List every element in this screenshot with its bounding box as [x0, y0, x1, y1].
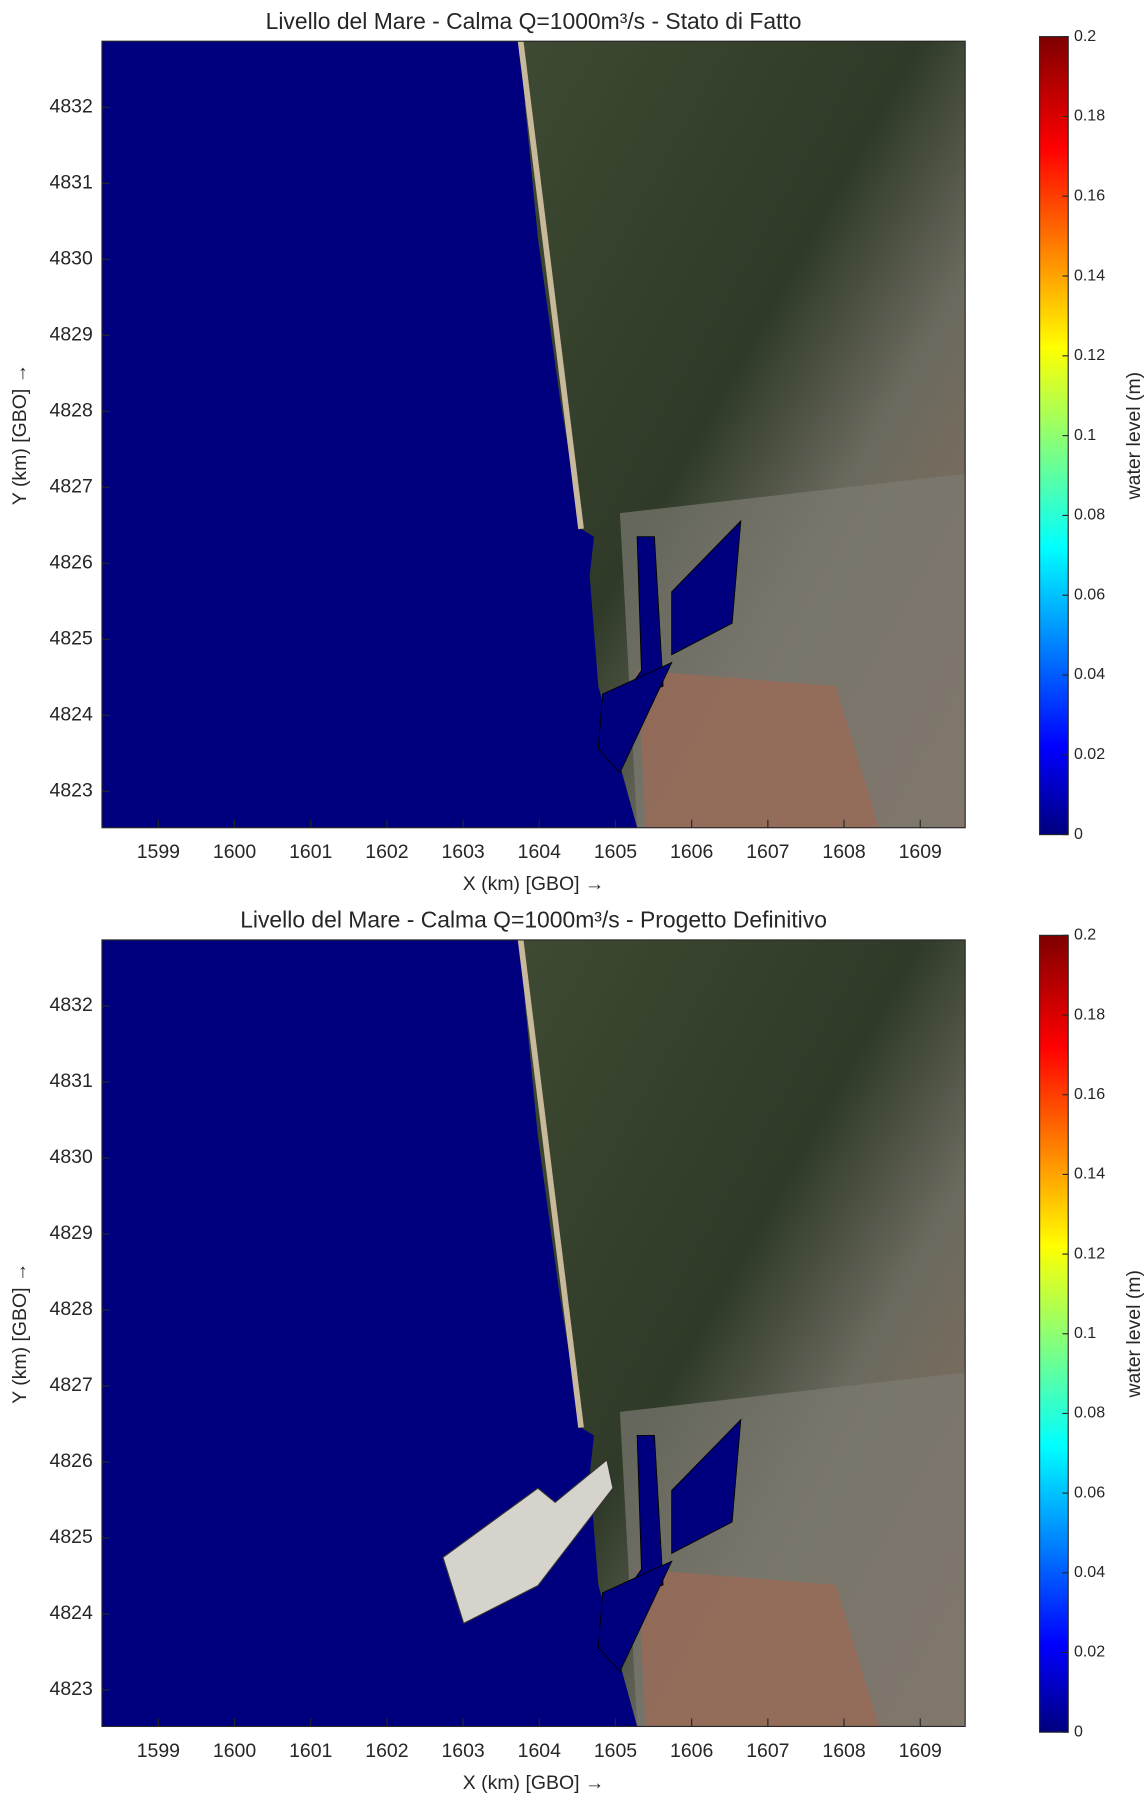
colorbar-tick-label: 0.02	[1074, 745, 1105, 763]
y-tick-label: 4829	[50, 1222, 93, 1244]
x-tick-label: 1608	[822, 1740, 865, 1762]
map-area	[102, 41, 965, 828]
y-tick-label: 4823	[50, 779, 93, 801]
y-tick-label: 4830	[50, 247, 93, 269]
colorbar-tick-label: 0.16	[1074, 186, 1105, 204]
colorbar-tick-label: 0.1	[1074, 1324, 1096, 1342]
x-tick-label: 1599	[137, 1740, 180, 1762]
x-tick-label: 1606	[670, 1740, 713, 1762]
colorbar-tick-label: 0.18	[1074, 1005, 1105, 1023]
y-tick-label: 4830	[50, 1146, 93, 1168]
y-tick-label: 4825	[50, 627, 93, 649]
y-tick-label: 4832	[50, 994, 93, 1016]
x-tick-label: 1604	[518, 1740, 561, 1762]
x-tick-label: 1609	[899, 1740, 942, 1762]
y-tick-label: 4831	[50, 171, 93, 193]
y-tick-label: 4826	[50, 551, 93, 573]
x-tick-label: 1608	[822, 841, 865, 863]
y-tick-label: 4825	[50, 1526, 93, 1548]
x-tick-label: 1609	[899, 841, 942, 863]
map-panel: Livello del Mare - Calma Q=1000m³/s - St…	[9, 8, 1145, 895]
x-tick-label: 1603	[441, 1740, 484, 1762]
map-area	[102, 940, 965, 1727]
y-tick-label: 4828	[50, 399, 93, 421]
colorbar-tick-label: 0.02	[1074, 1643, 1105, 1661]
x-tick-label: 1599	[137, 841, 180, 863]
x-tick-label: 1600	[213, 1740, 256, 1762]
colorbar-label: water level (m)	[1123, 1270, 1145, 1399]
map-panel: Livello del Mare - Calma Q=1000m³/s - Pr…	[9, 907, 1145, 1794]
y-tick-label: 4829	[50, 323, 93, 345]
colorbar-tick-label: 0.12	[1074, 346, 1105, 364]
colorbar-tick-label: 0.06	[1074, 1483, 1105, 1501]
colorbar-tick-label: 0.12	[1074, 1244, 1105, 1262]
x-axis-label: X (km) [GBO] →	[463, 873, 605, 895]
colorbar-tick-label: 0.06	[1074, 585, 1105, 603]
colorbar-tick-label: 0.18	[1074, 107, 1105, 125]
y-tick-label: 4824	[50, 1602, 93, 1624]
x-tick-label: 1606	[670, 841, 713, 863]
x-tick-label: 1600	[213, 841, 256, 863]
x-tick-label: 1603	[441, 841, 484, 863]
colorbar-tick-label: 0.14	[1074, 1165, 1105, 1183]
colorbar-tick-label: 0.14	[1074, 266, 1105, 284]
y-axis-label: Y (km) [GBO] →	[9, 1263, 31, 1404]
colorbar-tick-label: 0.04	[1074, 1563, 1105, 1581]
y-tick-label: 4832	[50, 95, 93, 117]
y-tick-label: 4824	[50, 703, 93, 725]
x-axis-label: X (km) [GBO] →	[463, 1772, 605, 1794]
colorbar-tick-label: 0	[1074, 825, 1083, 843]
y-axis-label: Y (km) [GBO] →	[9, 364, 31, 505]
colorbar-tick-label: 0.04	[1074, 665, 1105, 683]
colorbar-tick-label: 0.2	[1074, 27, 1096, 45]
x-tick-label: 1601	[289, 1740, 332, 1762]
colorbar-tick-label: 0	[1074, 1722, 1083, 1740]
y-tick-label: 4826	[50, 1450, 93, 1472]
colorbar-tick-label: 0.08	[1074, 506, 1105, 524]
colorbar-tick-label: 0.16	[1074, 1085, 1105, 1103]
x-tick-label: 1605	[594, 1740, 637, 1762]
y-tick-label: 4827	[50, 1374, 93, 1396]
colorbar-tick-label: 0.2	[1074, 926, 1096, 944]
x-tick-label: 1607	[746, 1740, 789, 1762]
chart-title: Livello del Mare - Calma Q=1000m³/s - St…	[266, 8, 802, 34]
chart-title: Livello del Mare - Calma Q=1000m³/s - Pr…	[240, 907, 827, 933]
x-tick-label: 1602	[365, 841, 408, 863]
y-tick-label: 4827	[50, 475, 93, 497]
x-tick-label: 1604	[518, 841, 561, 863]
colorbar-label: water level (m)	[1123, 372, 1145, 501]
x-tick-label: 1601	[289, 841, 332, 863]
x-tick-label: 1602	[365, 1740, 408, 1762]
x-tick-label: 1607	[746, 841, 789, 863]
figure: Livello del Mare - Calma Q=1000m³/s - St…	[0, 0, 1145, 1794]
y-tick-label: 4828	[50, 1298, 93, 1320]
colorbar-tick-label: 0.1	[1074, 426, 1096, 444]
x-tick-label: 1605	[594, 841, 637, 863]
y-tick-label: 4831	[50, 1070, 93, 1092]
y-tick-label: 4823	[50, 1678, 93, 1700]
colorbar-tick-label: 0.08	[1074, 1404, 1105, 1422]
